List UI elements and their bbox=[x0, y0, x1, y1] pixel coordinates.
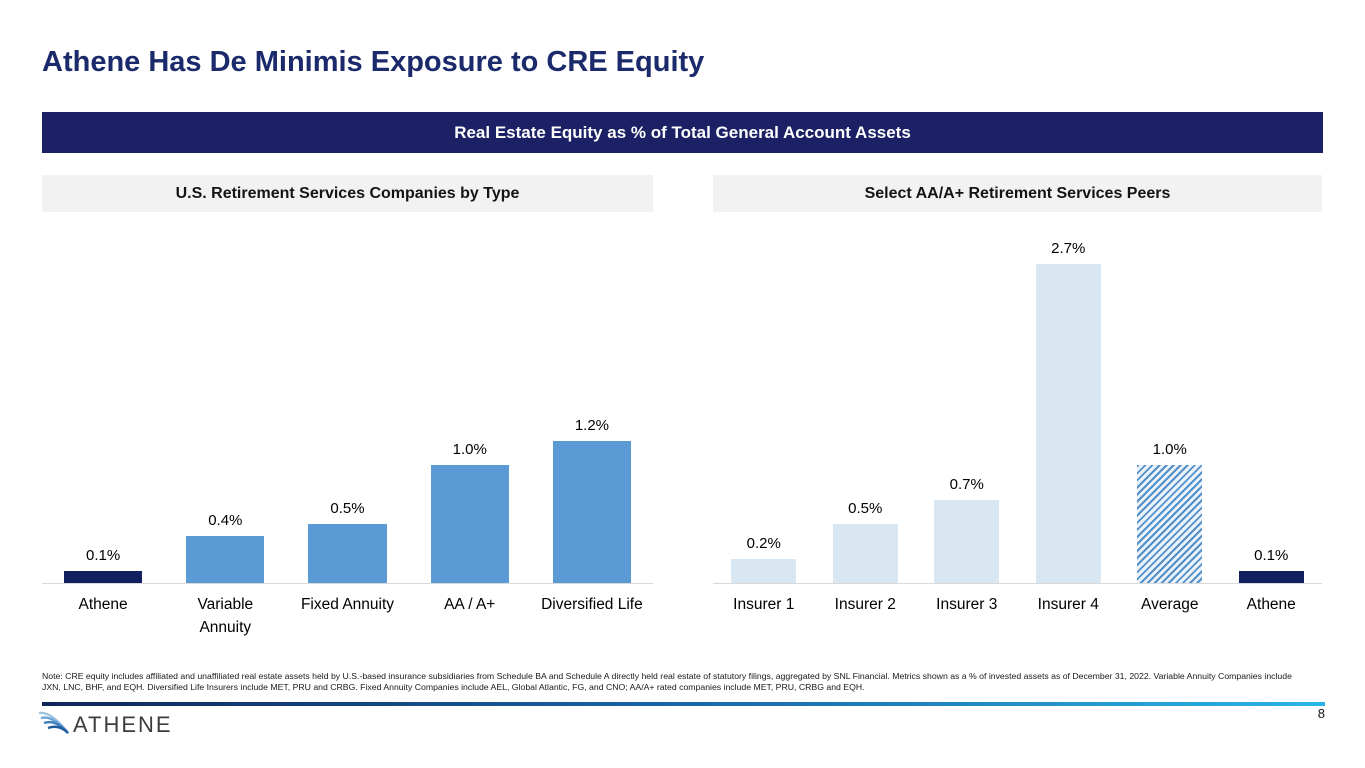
category-label-fixed-annuity: Fixed Annuity bbox=[300, 596, 395, 613]
chart-column-aa-a: 1.0% bbox=[409, 233, 531, 583]
chart-column-variable-annuity: 0.4% bbox=[164, 233, 286, 583]
category-label-insurer-2: Insurer 2 bbox=[834, 596, 896, 613]
bar-diversified-life bbox=[552, 441, 632, 583]
bar-average bbox=[1137, 465, 1203, 583]
bar-value-label: 1.0% bbox=[1152, 441, 1187, 458]
category-label-insurer-1: Insurer 1 bbox=[733, 596, 795, 613]
chart-column-insurer-1: 0.2% bbox=[713, 233, 815, 583]
bar-fixed-annuity bbox=[308, 524, 387, 583]
chart-column-insurer-3: 0.7% bbox=[916, 233, 1018, 583]
bar-value-label: 1.0% bbox=[452, 441, 487, 458]
left-chart-header-label: U.S. Retirement Services Companies by Ty… bbox=[175, 184, 520, 202]
bar-insurer-4 bbox=[1035, 264, 1101, 583]
bar-chart-peers: 0.2% 0.5% 0.7% 2.7% 1.0% 0.1% Insurer 1 Insure… bbox=[713, 233, 1322, 616]
chart-column-insurer-2: 0.5% bbox=[815, 233, 917, 583]
logo-wordmark: ATHENE bbox=[73, 711, 173, 737]
category-label-average: Average bbox=[1141, 596, 1199, 613]
bar-value-label: 0.7% bbox=[949, 476, 984, 494]
bar-athene bbox=[64, 571, 143, 583]
bar-value-label: 0.5% bbox=[848, 500, 883, 517]
chart-column-athene: 0.1% bbox=[42, 233, 164, 583]
bar-insurer-3 bbox=[934, 500, 1000, 583]
category-axis: Athene Variable Annuity Fixed Annuity AA / … bbox=[42, 584, 653, 640]
chart-column-diversified-life: 1.2% bbox=[531, 233, 653, 583]
bar-variable-annuity bbox=[186, 535, 265, 583]
category-label-variable-annuity: Variable Annuity bbox=[197, 596, 254, 637]
bar-insurer-1 bbox=[731, 559, 797, 583]
bar-value-label: 1.2% bbox=[574, 417, 610, 435]
category-label-diversified-life: Diversified Life bbox=[541, 596, 643, 613]
right-chart-header: Select AA/A+ Retirement Services Peers bbox=[713, 175, 1322, 212]
left-chart-header: U.S. Retirement Services Companies by Ty… bbox=[42, 175, 653, 212]
chart-column-athene: 0.1% bbox=[1221, 233, 1323, 583]
bar-athene bbox=[1238, 571, 1304, 583]
chart-group-banner: Real Estate Equity as % of Total General… bbox=[42, 112, 1323, 153]
page-title: Athene Has De Minimis Exposure to CRE Eq… bbox=[42, 46, 705, 78]
category-label-insurer-4: Insurer 4 bbox=[1037, 596, 1099, 613]
banner-label: Real Estate Equity as % of Total General… bbox=[454, 122, 911, 142]
chart-column-fixed-annuity: 0.5% bbox=[286, 233, 408, 583]
category-label-athene: Athene bbox=[78, 596, 128, 613]
bar-value-label: 0.2% bbox=[746, 535, 781, 553]
bar-insurer-2 bbox=[832, 524, 898, 583]
category-label-insurer-3: Insurer 3 bbox=[936, 596, 998, 613]
feather-icon bbox=[38, 709, 70, 740]
bar-value-label: 0.1% bbox=[86, 547, 121, 565]
bar-value-label: 0.1% bbox=[1254, 547, 1289, 565]
bar-value-label: 2.7% bbox=[1051, 240, 1086, 258]
plot-area: 0.1% 0.4% 0.5% 1.0% 1.2% bbox=[42, 233, 653, 584]
page-number: 8 bbox=[1317, 706, 1325, 721]
category-axis: Insurer 1 Insurer 2 Insurer 3 Insurer 4 Aver… bbox=[713, 584, 1322, 616]
bar-chart-companies-by-type: 0.1% 0.4% 0.5% 1.0% 1.2% Athene Variable Annu… bbox=[42, 233, 653, 640]
footnote: Note: CRE equity includes affiliated and… bbox=[42, 671, 1292, 693]
chart-column-insurer-4: 2.7% bbox=[1018, 233, 1120, 583]
category-label-athene: Athene bbox=[1246, 596, 1296, 613]
right-chart-header-label: Select AA/A+ Retirement Services Peers bbox=[864, 184, 1171, 202]
bar-value-label: 0.4% bbox=[208, 511, 243, 529]
plot-area: 0.2% 0.5% 0.7% 2.7% 1.0% 0.1% bbox=[713, 233, 1322, 584]
category-label-aa-a: AA / A+ bbox=[444, 596, 496, 613]
athene-logo: ATHENE bbox=[38, 709, 173, 740]
bar-value-label: 0.5% bbox=[330, 500, 365, 517]
bar-aa-a bbox=[430, 465, 509, 583]
footer-accent-line bbox=[42, 702, 1325, 706]
chart-column-average: 1.0% bbox=[1119, 233, 1221, 583]
